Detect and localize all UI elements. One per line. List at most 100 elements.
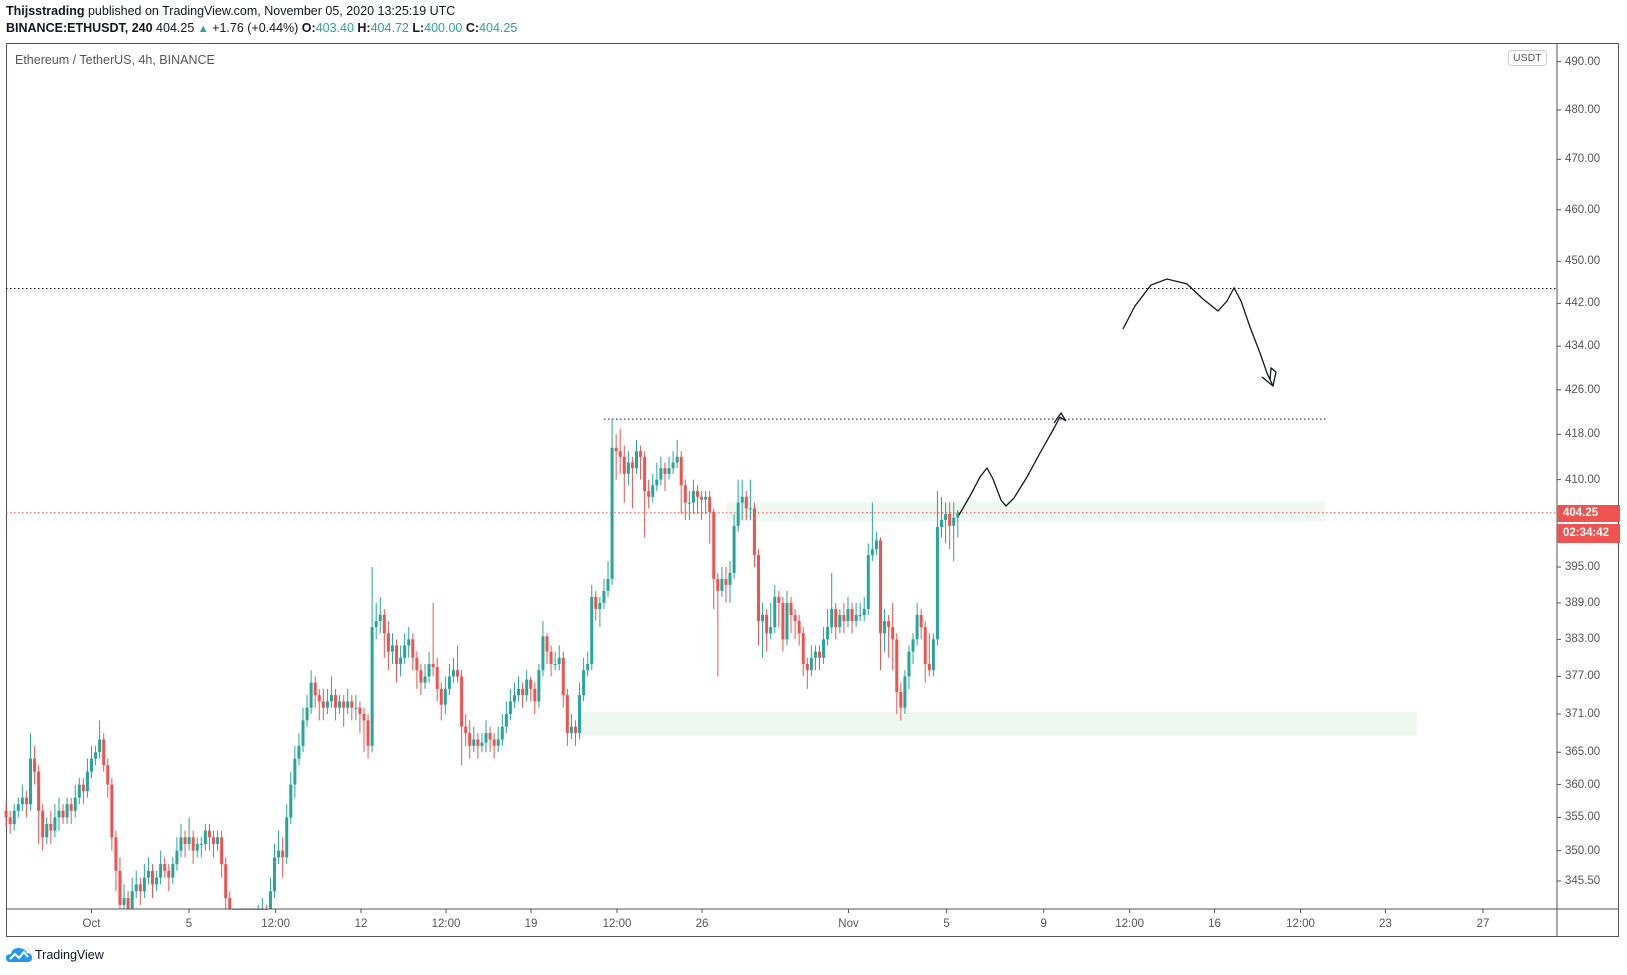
candle (874, 531, 878, 556)
candle-body (289, 784, 293, 818)
candle-body (277, 850, 281, 858)
candle-body (553, 663, 557, 665)
chart-title: Ethereum / TetherUS, 4h, BINANCE (15, 53, 215, 67)
candle (77, 778, 81, 805)
candle (289, 771, 293, 825)
candle (789, 596, 793, 634)
candle (480, 733, 484, 753)
candle (655, 462, 659, 492)
candle-body (716, 578, 720, 591)
zones-layer (581, 501, 1417, 736)
price-tick-label: 450.00 (1565, 255, 1601, 268)
support-zone[interactable] (581, 712, 1417, 736)
price-tick-label: 426.00 (1565, 383, 1601, 396)
candle-body (81, 784, 85, 792)
candle (12, 804, 16, 831)
candle-countdown: 02:34:42 (1557, 524, 1620, 543)
projection-up-arrow[interactable] (958, 416, 1061, 516)
price-tick-label: 442.00 (1565, 297, 1601, 310)
candle-body (407, 639, 411, 646)
candle-body (948, 514, 952, 526)
candle-body (411, 639, 415, 658)
candle-body (419, 670, 423, 683)
candle-body (630, 462, 634, 469)
candle (386, 621, 390, 671)
candle (49, 810, 53, 844)
candle (45, 817, 49, 844)
candle-body (858, 614, 862, 616)
candle-body (199, 843, 203, 845)
candle (4, 800, 8, 828)
candle-body (342, 701, 346, 708)
candle-body (565, 695, 569, 734)
candle (919, 608, 923, 640)
candle (614, 434, 618, 480)
candle (163, 857, 167, 878)
candle (325, 688, 329, 715)
candle-body (756, 555, 760, 622)
candle-body (765, 614, 769, 634)
candle-body (130, 891, 134, 909)
candle-body (870, 549, 874, 556)
time-tick-label: 12:00 (1115, 918, 1144, 930)
candle-body (675, 456, 679, 463)
candle (228, 891, 232, 909)
candle-body (370, 627, 374, 746)
candle (569, 714, 573, 740)
candle-body (313, 682, 317, 696)
candle (573, 720, 577, 746)
time-tick-label: 12 (354, 918, 368, 930)
chart-frame (6, 43, 1619, 937)
candle-body (862, 608, 866, 615)
candle (610, 419, 614, 585)
candle-body (216, 837, 220, 844)
author-name[interactable]: Thijsstrading (6, 4, 85, 18)
candle-body (887, 621, 891, 628)
candle (24, 791, 28, 818)
candle-body (16, 804, 20, 811)
candle (565, 688, 569, 746)
candle-body (838, 614, 842, 628)
candle-body (309, 682, 313, 708)
candle-body (781, 602, 785, 640)
candle-body (508, 701, 512, 715)
tradingview-logo[interactable]: TradingView (6, 947, 104, 963)
projection-down-arrow[interactable] (1122, 278, 1274, 387)
candle (179, 824, 183, 858)
candle (69, 797, 73, 825)
candle (61, 804, 65, 825)
currency-button[interactable]: USDT (1508, 50, 1547, 66)
candle-body (598, 602, 602, 609)
candle-body (655, 479, 659, 486)
candle-body (468, 733, 472, 746)
candle (378, 596, 382, 634)
candle (927, 633, 931, 677)
candle (765, 608, 769, 652)
candle-body (423, 676, 427, 683)
candle (590, 584, 594, 671)
candle-body (488, 733, 492, 740)
candle (374, 602, 378, 640)
candle (151, 864, 155, 899)
candle-body (220, 837, 224, 865)
candle-body (504, 714, 508, 727)
candle-body (390, 645, 394, 652)
candle (183, 830, 187, 858)
candle-body (212, 837, 216, 844)
candle (431, 602, 435, 677)
candle (199, 837, 203, 858)
candle-body (447, 676, 451, 689)
candle-body (228, 898, 232, 909)
candle-body (151, 870, 155, 885)
candle-body (785, 602, 789, 640)
time-tick-label: 12:00 (1286, 918, 1315, 930)
candle-body (919, 614, 923, 628)
candle (277, 830, 281, 865)
candle-body (549, 651, 553, 664)
candle-body (134, 884, 138, 892)
support-zone[interactable] (727, 501, 1325, 522)
candle-body (374, 621, 378, 628)
candle-body (73, 797, 77, 811)
price-tick-label: 395.00 (1565, 561, 1601, 573)
